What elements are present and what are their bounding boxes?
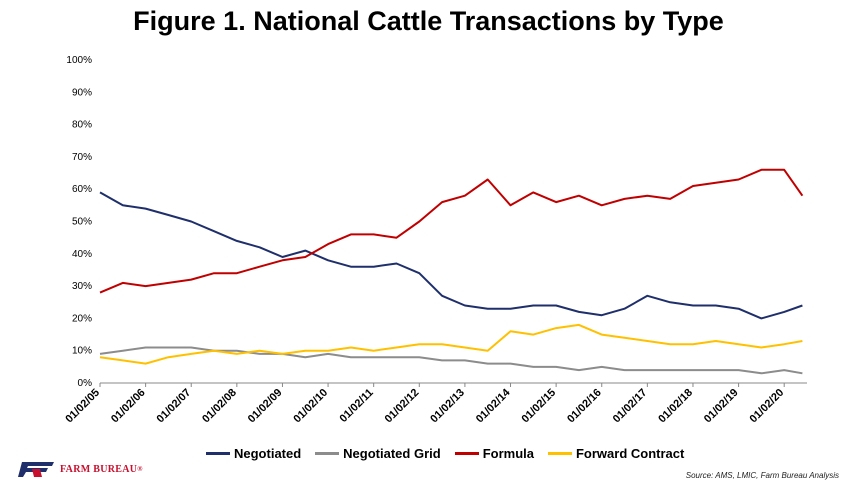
legend-item-negotiated-grid: Negotiated Grid bbox=[315, 446, 441, 461]
x-tick-label: 01/02/20 bbox=[748, 387, 787, 426]
legend-item-formula: Formula bbox=[454, 445, 534, 461]
legend-item-forward-contract: Forward Contract bbox=[547, 445, 685, 461]
legend-item-negotiated: Negotiated bbox=[206, 446, 301, 461]
legend-label-negotiated-grid: Negotiated Grid bbox=[343, 445, 441, 461]
farm-bureau-logo: FARM BUREAU ® bbox=[18, 460, 143, 478]
x-tick-label: 01/02/12 bbox=[383, 387, 422, 426]
y-tick-label: 60% bbox=[72, 184, 92, 195]
x-tick-label: 01/02/07 bbox=[155, 387, 194, 426]
y-tick-label: 40% bbox=[72, 249, 92, 260]
legend-swatch-negotiated bbox=[206, 451, 230, 455]
logo-text: FARM BUREAU bbox=[60, 463, 138, 475]
y-tick-label: 20% bbox=[72, 313, 92, 324]
x-tick-label: 01/02/08 bbox=[200, 387, 239, 426]
y-tick-label: 30% bbox=[72, 281, 92, 292]
x-tick-label: 01/02/16 bbox=[565, 387, 604, 426]
chart-title: Figure 1. National Cattle Transactions b… bbox=[133, 6, 724, 36]
y-tick-label: 100% bbox=[66, 55, 92, 66]
legend-swatch-forward-contract bbox=[547, 451, 572, 455]
x-tick-label: 01/02/10 bbox=[291, 387, 330, 426]
y-tick-label: 80% bbox=[72, 120, 92, 131]
x-tick-label: 01/02/13 bbox=[428, 387, 467, 426]
y-tick-label: 90% bbox=[72, 87, 92, 98]
x-tick-label: 01/02/19 bbox=[702, 387, 741, 426]
y-tick-label: 50% bbox=[72, 217, 92, 228]
series-line-forward-contract bbox=[99, 323, 803, 365]
x-tick-label: 01/02/06 bbox=[109, 387, 148, 426]
x-tick-label: 01/02/17 bbox=[611, 387, 650, 426]
x-tick-label: 01/02/09 bbox=[246, 387, 285, 426]
y-tick-label: 10% bbox=[72, 346, 92, 357]
x-tick-label: 01/02/15 bbox=[519, 387, 558, 426]
legend-label-negotiated: Negotiated bbox=[234, 445, 302, 461]
farm-bureau-logo-icon bbox=[18, 462, 54, 477]
chart-legend: Negotiated Negotiated Grid Formula Forwa… bbox=[206, 444, 698, 462]
series-line-negotiated bbox=[99, 191, 803, 320]
chart-source: Source: AMS, LMIC, Farm Bureau Analysis bbox=[685, 471, 839, 480]
x-tick-label: 01/02/14 bbox=[474, 386, 513, 425]
y-tick-label: 70% bbox=[72, 152, 92, 163]
x-tick-label: 01/02/11 bbox=[337, 387, 375, 425]
legend-label-formula: Formula bbox=[482, 445, 534, 461]
legend-label-forward-contract: Forward Contract bbox=[575, 445, 685, 461]
x-tick-label: 01/02/18 bbox=[656, 387, 695, 426]
x-tick-label: 01/02/05 bbox=[63, 387, 102, 426]
series-line-formula bbox=[99, 168, 804, 294]
y-tick-label: 0% bbox=[78, 378, 93, 389]
logo-registered-mark: ® bbox=[137, 465, 143, 473]
legend-swatch-formula bbox=[454, 451, 479, 455]
legend-swatch-negotiated-grid bbox=[315, 451, 340, 455]
